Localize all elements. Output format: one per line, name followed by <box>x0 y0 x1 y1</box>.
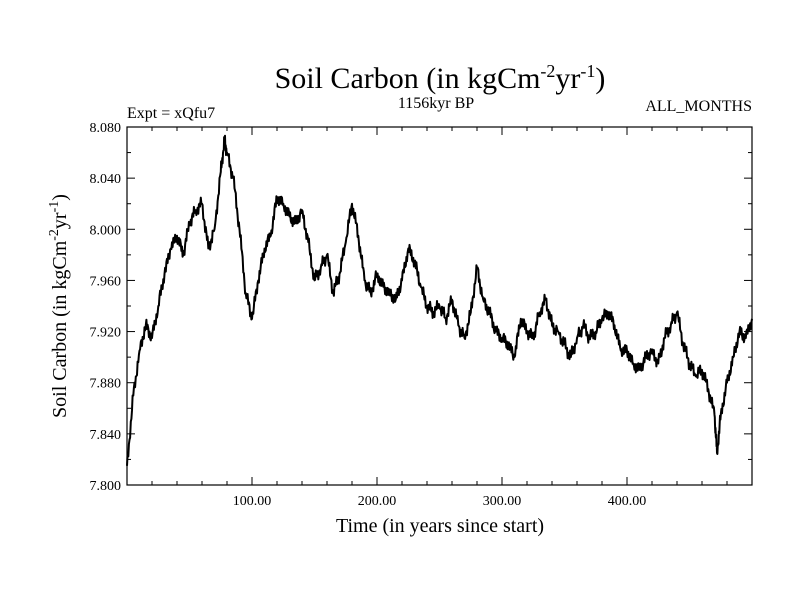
x-axis-ticks: 100.00 200.00 300.00 400.00 <box>151 127 728 509</box>
chart-title: Soil Carbon (in kgCm-2yr-1) <box>275 61 606 95</box>
x-tick-label: 300.00 <box>483 494 522 509</box>
subtitle-left: Expt = xQfu7 <box>127 105 215 122</box>
y-tick-label: 7.800 <box>90 479 122 494</box>
x-axis-label: Time (in years since start) <box>336 515 544 537</box>
x-tick-label: 200.00 <box>358 494 397 509</box>
series-line-soil-carbon <box>126 134 753 466</box>
y-tick-label: 7.840 <box>90 428 122 443</box>
y-axis-label: Soil Carbon (in kgCm-2yr-1) <box>47 194 71 418</box>
y-tick-label: 7.920 <box>90 326 122 341</box>
x-tick-label: 100.00 <box>233 494 272 509</box>
y-tick-label: 8.000 <box>90 223 122 238</box>
y-tick-label: 8.080 <box>90 121 122 136</box>
y-tick-label: 7.960 <box>90 274 122 289</box>
y-tick-label: 7.880 <box>90 377 122 392</box>
subtitle-center: 1156kyr BP <box>398 95 474 112</box>
subtitle-right: ALL_MONTHS <box>645 98 752 115</box>
y-tick-label: 8.040 <box>90 172 122 187</box>
x-tick-label: 400.00 <box>608 494 647 509</box>
y-axis-ticks: 7.800 7.840 7.880 7.920 7.960 8.000 8.040 8.080 <box>90 121 752 494</box>
